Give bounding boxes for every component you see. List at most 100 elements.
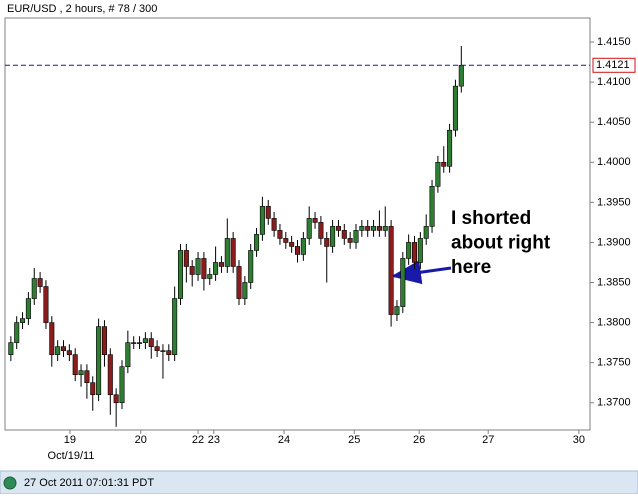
candle-body: [236, 266, 242, 299]
y-tick-label: 1.3700: [597, 397, 631, 409]
candle-body: [306, 218, 312, 239]
x-tick-label: 25: [348, 434, 360, 446]
candle-body: [137, 342, 143, 344]
candle-body: [20, 318, 26, 323]
candle-body: [330, 226, 336, 247]
x-tick-label: 27: [482, 434, 494, 446]
x-tick-label: 22: [192, 434, 204, 446]
candle-body: [166, 350, 172, 355]
candle-body: [265, 206, 271, 219]
x-tick-label: 19: [64, 434, 76, 446]
candle-body: [14, 322, 20, 343]
y-tick-label: 1.4100: [597, 76, 631, 88]
candle-body: [101, 326, 107, 355]
candle-body: [388, 226, 394, 315]
candle-body: [90, 382, 96, 396]
candle-body: [417, 238, 423, 263]
candle-body: [371, 226, 377, 231]
annotation-text: about right: [451, 233, 551, 254]
candle-body: [376, 226, 382, 231]
x-tick-label: 24: [278, 434, 290, 446]
y-tick-label: 1.3750: [597, 357, 631, 369]
candle-body: [359, 226, 365, 231]
candle-body: [283, 238, 289, 243]
status-icon: [3, 476, 17, 490]
candle-body: [131, 342, 137, 344]
x-tick-label: 23: [208, 434, 220, 446]
candle-body: [341, 230, 347, 239]
candle-body: [49, 322, 55, 355]
candle-body: [394, 306, 400, 315]
candle-body: [78, 370, 84, 375]
candle-body: [312, 218, 318, 223]
candle-body: [207, 274, 213, 279]
candle-body: [119, 366, 125, 404]
candle-body: [365, 226, 371, 231]
x-tick-label: 30: [573, 434, 585, 446]
annotation-text: I shorted: [451, 208, 531, 229]
candle-body: [177, 250, 184, 299]
candle-body: [60, 346, 67, 351]
candle-body: [289, 242, 295, 247]
candle-body: [55, 346, 61, 355]
candle-body: [66, 350, 72, 355]
current-price-box: [592, 57, 636, 73]
candle-body: [271, 218, 277, 231]
candle-body: [294, 246, 301, 255]
candle-body: [218, 262, 224, 267]
candle-body: [154, 346, 160, 351]
candle-body: [353, 230, 359, 243]
candle-body: [435, 161, 441, 187]
candle-body: [189, 266, 195, 275]
candle-body: [230, 238, 236, 267]
plot-area: [4, 17, 591, 431]
candle-body: [335, 226, 341, 231]
y-tick-label: 1.3950: [597, 196, 631, 208]
candle-body: [406, 242, 412, 259]
candle-body: [172, 298, 178, 355]
x-tick-label: 26: [413, 434, 425, 446]
candle-body: [447, 129, 453, 167]
candle-body: [423, 226, 429, 239]
candle-body: [411, 242, 418, 263]
annotation-text: here: [451, 257, 491, 278]
candle-body: [224, 238, 230, 267]
candle-body: [43, 286, 49, 323]
candle-body: [324, 238, 330, 247]
x-tick-label: 20: [135, 434, 147, 446]
candle-body: [213, 262, 219, 275]
y-tick-label: 1.4050: [597, 116, 631, 128]
candle-body: [195, 258, 201, 275]
x-date-label: Oct/19/11: [48, 450, 95, 462]
candle-body: [8, 342, 14, 355]
candle-body: [160, 350, 166, 352]
candle-body: [72, 354, 78, 375]
candle-body: [441, 161, 447, 167]
y-tick-label: 1.3850: [597, 276, 631, 288]
y-tick-label: 1.4150: [597, 36, 631, 48]
candle-body: [400, 258, 406, 307]
y-tick-label: 1.3800: [597, 316, 631, 328]
candle-body: [125, 342, 131, 367]
candle-body: [452, 85, 458, 131]
candle-body: [113, 394, 119, 404]
candle-body: [248, 250, 254, 283]
candle-body: [254, 234, 260, 251]
candle-body: [25, 298, 31, 319]
candle-body: [84, 370, 90, 384]
candle-body: [382, 226, 388, 231]
candle-body: [429, 186, 435, 227]
candle-body: [37, 278, 43, 287]
candle-body: [347, 238, 353, 243]
candle-body: [148, 338, 154, 347]
candle-body: [300, 238, 306, 255]
candle-body: [142, 338, 148, 343]
candle-body: [259, 206, 265, 235]
candle-body: [183, 250, 189, 267]
candle-body: [107, 354, 113, 396]
candle-body: [31, 278, 37, 299]
candle-body: [201, 258, 207, 279]
y-tick-label: 1.3900: [597, 236, 631, 248]
